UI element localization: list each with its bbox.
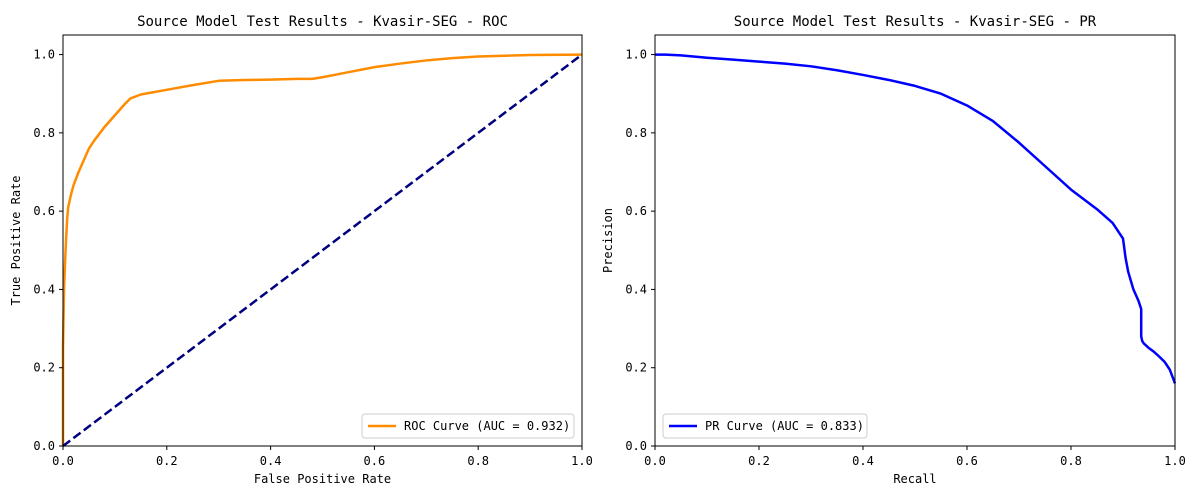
- x-tick-label: 0.6: [956, 454, 978, 468]
- legend-box: [361, 413, 575, 439]
- y-tick-label: 0.6: [625, 204, 647, 218]
- x-tick-label: 0.0: [52, 454, 74, 468]
- legend: ROC Curve (AUC = 0.932): [361, 413, 575, 439]
- y-tick-label: 0.2: [33, 361, 55, 375]
- x-tick-label: 0.0: [644, 454, 666, 468]
- x-tick-label: 0.2: [748, 454, 770, 468]
- x-tick-label: 0.8: [1060, 454, 1082, 468]
- chart-panel-pr: 0.0 0.2 0.4 0.6 0.8 1.0 0.0 0.2 0.4 0.6 0.8 1.0 Sour…: [601, 14, 1186, 486]
- x-tick-label: 0.6: [364, 454, 386, 468]
- y-tick-label: 0.8: [33, 126, 55, 140]
- y-tick-label: 1.0: [625, 48, 647, 62]
- x-tick-label: 0.4: [852, 454, 874, 468]
- legend: PR Curve (AUC = 0.833): [662, 413, 868, 439]
- x-tick-label: 1.0: [1164, 454, 1186, 468]
- y-tick-label: 0.2: [625, 361, 647, 375]
- y-tick-label: 0.0: [33, 439, 55, 453]
- legend-label: PR Curve (AUC = 0.833): [705, 419, 864, 433]
- y-tick-label: 0.4: [33, 282, 55, 296]
- pr-curve-line: [655, 53, 1177, 384]
- y-axis-label: Precision: [601, 208, 615, 273]
- diagonal-reference-line: [62, 53, 583, 447]
- y-tick-label: 0.0: [625, 439, 647, 453]
- chart-title: Source Model Test Results - Kvasir-SEG -…: [734, 14, 1097, 30]
- legend-label: ROC Curve (AUC = 0.932): [404, 419, 570, 433]
- y-tick-label: 0.8: [625, 126, 647, 140]
- y-tick-label: 0.4: [625, 282, 647, 296]
- plot-frame: [654, 34, 1176, 447]
- x-tick-label: 0.2: [156, 454, 178, 468]
- x-tick-label: 1.0: [571, 454, 593, 468]
- y-axis-label: True Positive Rate: [9, 175, 23, 305]
- legend-box: [662, 413, 868, 439]
- x-axis-label: Recall: [893, 472, 936, 486]
- x-tick-label: 0.8: [467, 454, 489, 468]
- chart-title: Source Model Test Results - Kvasir-SEG -…: [137, 14, 508, 30]
- x-axis-label: False Positive Rate: [254, 472, 391, 486]
- x-tick-label: 0.4: [260, 454, 282, 468]
- roc-curve-line: [61, 53, 583, 446]
- y-tick-label: 0.6: [33, 204, 55, 218]
- plot-frame: [62, 34, 583, 447]
- chart-panel-roc: 0.0 0.2 0.4 0.6 0.8 1.0 0.0 0.2 0.4 0.6 0.8 1.0 Sour…: [9, 14, 593, 486]
- y-tick-label: 1.0: [33, 48, 55, 62]
